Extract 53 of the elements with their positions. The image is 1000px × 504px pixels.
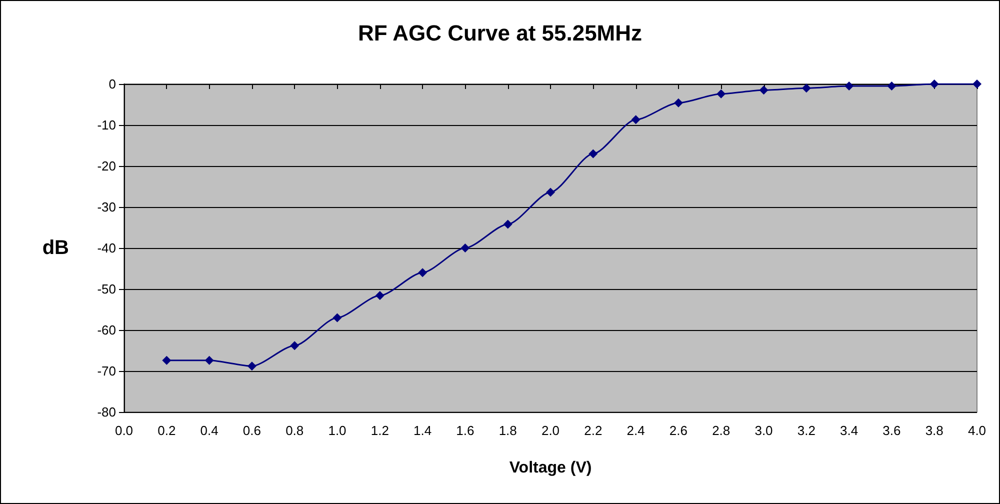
x-tick-label: 0.2: [158, 423, 176, 438]
point: [418, 268, 428, 278]
point: [332, 313, 342, 322]
y-tick-label: -50: [97, 282, 116, 296]
x-tick-label: 1.2: [370, 423, 389, 438]
chart-title: RF AGC Curve at 55.25MHz: [358, 20, 642, 46]
x-tick-label: 1.0: [328, 423, 346, 438]
point: [290, 341, 300, 350]
x-tick-label: 3.0: [754, 423, 773, 438]
point: [631, 115, 640, 124]
x-tick-label: 3.4: [840, 423, 858, 438]
x-tick-label: 1.6: [456, 423, 474, 438]
y-tick-label: -30: [97, 200, 116, 214]
x-tick-label: 2.4: [626, 423, 645, 438]
x-tick-label: 2.0: [541, 423, 560, 438]
y-tick-label: -10: [97, 118, 116, 132]
y-tick-label: -60: [97, 322, 116, 338]
y-tick-label: 0: [108, 76, 116, 92]
point: [972, 80, 982, 88]
y-tick-label: -40: [97, 240, 116, 256]
x-tick-label: 3.6: [882, 423, 901, 438]
y-tick-label: -20: [97, 158, 116, 174]
point: [930, 80, 939, 88]
point: [162, 356, 172, 365]
y-axis-title: dB: [42, 237, 69, 259]
x-tick-label: 2.8: [712, 423, 730, 438]
point: [716, 89, 726, 98]
x-tick-label: 3.2: [797, 423, 816, 438]
y-tick-label: -70: [97, 364, 116, 378]
x-tick-label: 1.8: [498, 423, 517, 438]
x-tick-label: 3.8: [925, 423, 944, 438]
point: [546, 188, 555, 197]
x-tick-label: 0.4: [200, 423, 218, 438]
point: [759, 86, 768, 95]
point: [503, 220, 512, 229]
x-tick-label: 0.6: [242, 423, 261, 438]
x-tick-label: 0.8: [286, 423, 304, 438]
x-tick-label: 1.4: [414, 423, 432, 438]
point: [887, 82, 896, 91]
x-tick-label: 2.6: [669, 423, 688, 438]
point: [844, 82, 854, 91]
x-tick-label: 4.0: [968, 423, 986, 438]
y-tick-label: -80: [97, 404, 116, 420]
x-tick-label: 2.2: [584, 423, 602, 438]
point: [375, 291, 384, 300]
point: [802, 84, 811, 93]
point: [460, 244, 470, 252]
point: [204, 356, 214, 365]
point: [247, 362, 256, 371]
point: [588, 149, 598, 158]
x-axis-title: Voltage (V): [509, 460, 592, 476]
point: [674, 98, 683, 108]
x-tick-label: 0.0: [114, 423, 134, 438]
